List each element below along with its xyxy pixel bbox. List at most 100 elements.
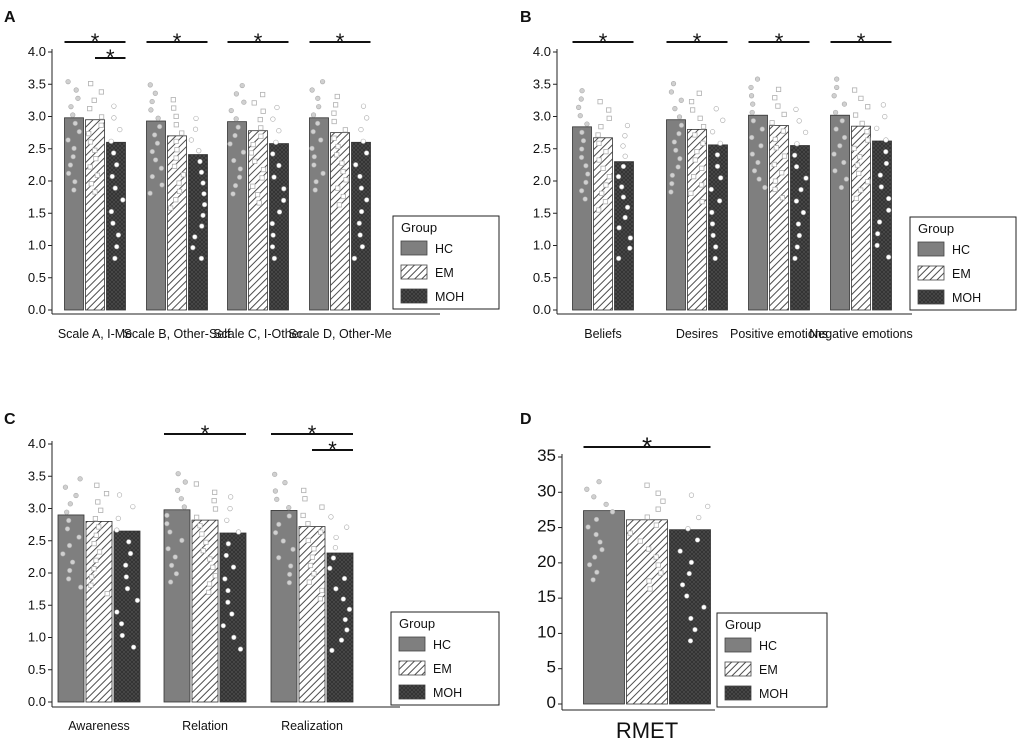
legend-swatch-em <box>398 660 426 676</box>
data-point-moh <box>713 244 719 250</box>
data-point-moh <box>276 209 283 215</box>
data-point-em <box>93 156 99 162</box>
data-point-em <box>301 487 307 494</box>
data-point-hc <box>320 170 326 176</box>
data-point-moh <box>328 514 334 520</box>
data-point-em <box>690 107 696 113</box>
legend-swatch-hc <box>400 240 428 256</box>
data-point-em <box>98 122 104 128</box>
data-point-hc <box>149 98 155 105</box>
data-point-em <box>251 100 257 106</box>
data-point-em <box>87 139 94 145</box>
data-point-em <box>775 103 781 109</box>
data-point-em <box>865 104 871 110</box>
data-point-em <box>258 125 264 131</box>
data-point-moh <box>342 616 348 623</box>
y-tick-label: 1.0 <box>28 238 46 253</box>
data-point-em <box>300 512 306 519</box>
data-point-hc <box>232 182 239 189</box>
data-point-hc <box>274 496 280 502</box>
data-point-hc <box>286 580 292 586</box>
data-point-em <box>779 170 785 176</box>
data-point-em <box>597 99 603 105</box>
data-point-moh <box>114 244 120 250</box>
data-point-moh <box>794 244 800 250</box>
data-point-hc <box>290 546 296 552</box>
data-point-em <box>331 110 337 116</box>
data-point-moh <box>686 570 692 577</box>
data-point-moh <box>796 232 802 239</box>
data-point-moh <box>225 541 231 547</box>
data-point-moh <box>235 529 242 535</box>
data-point-moh <box>877 172 883 178</box>
data-point-hc <box>833 126 839 132</box>
data-point-moh <box>351 255 358 262</box>
data-point-hc <box>599 547 605 553</box>
data-point-em <box>691 174 697 180</box>
data-point-moh <box>193 115 199 122</box>
data-point-moh <box>118 621 125 627</box>
data-point-moh <box>793 106 799 113</box>
data-point-moh <box>123 562 129 568</box>
data-point-hc <box>834 76 840 82</box>
data-point-moh <box>225 599 231 605</box>
data-point-moh <box>720 117 726 123</box>
data-point-em <box>340 168 346 175</box>
data-point-hc <box>585 171 591 177</box>
data-point-moh <box>123 574 129 580</box>
y-tick-label: 0.0 <box>533 302 551 317</box>
data-point-em <box>596 140 602 146</box>
y-tick-label: 5 <box>547 658 556 677</box>
data-point-em <box>94 482 100 488</box>
data-point-moh <box>798 187 804 193</box>
data-point-em <box>96 524 102 530</box>
category-label: Desires <box>676 327 718 341</box>
data-point-hc <box>591 494 597 500</box>
data-point-hc <box>312 187 318 193</box>
data-point-em <box>637 538 643 544</box>
data-point-moh <box>120 197 126 203</box>
data-point-em <box>335 185 341 191</box>
legend-swatch-em <box>400 264 428 280</box>
data-point-em <box>699 199 705 205</box>
data-point-em <box>772 136 778 143</box>
data-point-moh <box>709 129 716 135</box>
legend-label: EM <box>435 266 454 280</box>
data-point-em <box>696 90 702 96</box>
data-point-hc <box>748 84 754 91</box>
data-point-moh <box>111 103 117 109</box>
significance-star: * <box>857 29 866 54</box>
data-point-moh <box>883 137 889 143</box>
data-point-hc <box>749 151 755 157</box>
legend-swatch-moh <box>917 289 945 305</box>
data-point-hc <box>579 146 585 152</box>
data-point-hc <box>590 577 596 583</box>
data-point-em <box>779 195 785 201</box>
data-point-em <box>257 116 263 123</box>
data-point-em <box>317 596 323 602</box>
y-tick-label: 3.0 <box>28 501 46 516</box>
data-point-em <box>697 115 703 121</box>
data-point-em <box>194 514 200 520</box>
data-point-em <box>88 81 94 87</box>
data-point-em <box>598 124 604 130</box>
data-point-hc <box>181 504 187 510</box>
data-point-hc <box>240 149 246 155</box>
data-point-moh <box>714 152 721 158</box>
data-point-em <box>655 490 661 496</box>
data-point-moh <box>270 232 276 238</box>
data-point-moh <box>616 225 622 231</box>
data-point-moh <box>115 515 121 521</box>
data-point-hc <box>670 81 677 87</box>
data-point-hc <box>311 162 317 168</box>
data-point-hc <box>593 531 599 538</box>
data-point-em <box>180 172 186 178</box>
significance-star: * <box>91 29 100 54</box>
data-point-hc <box>168 579 174 585</box>
data-point-em <box>692 157 698 163</box>
bar-moh <box>790 145 810 311</box>
y-tick-label: 2.5 <box>28 141 46 156</box>
legend-label: HC <box>433 638 451 652</box>
legend-swatch-hc <box>398 636 426 652</box>
data-point-moh <box>332 545 339 551</box>
